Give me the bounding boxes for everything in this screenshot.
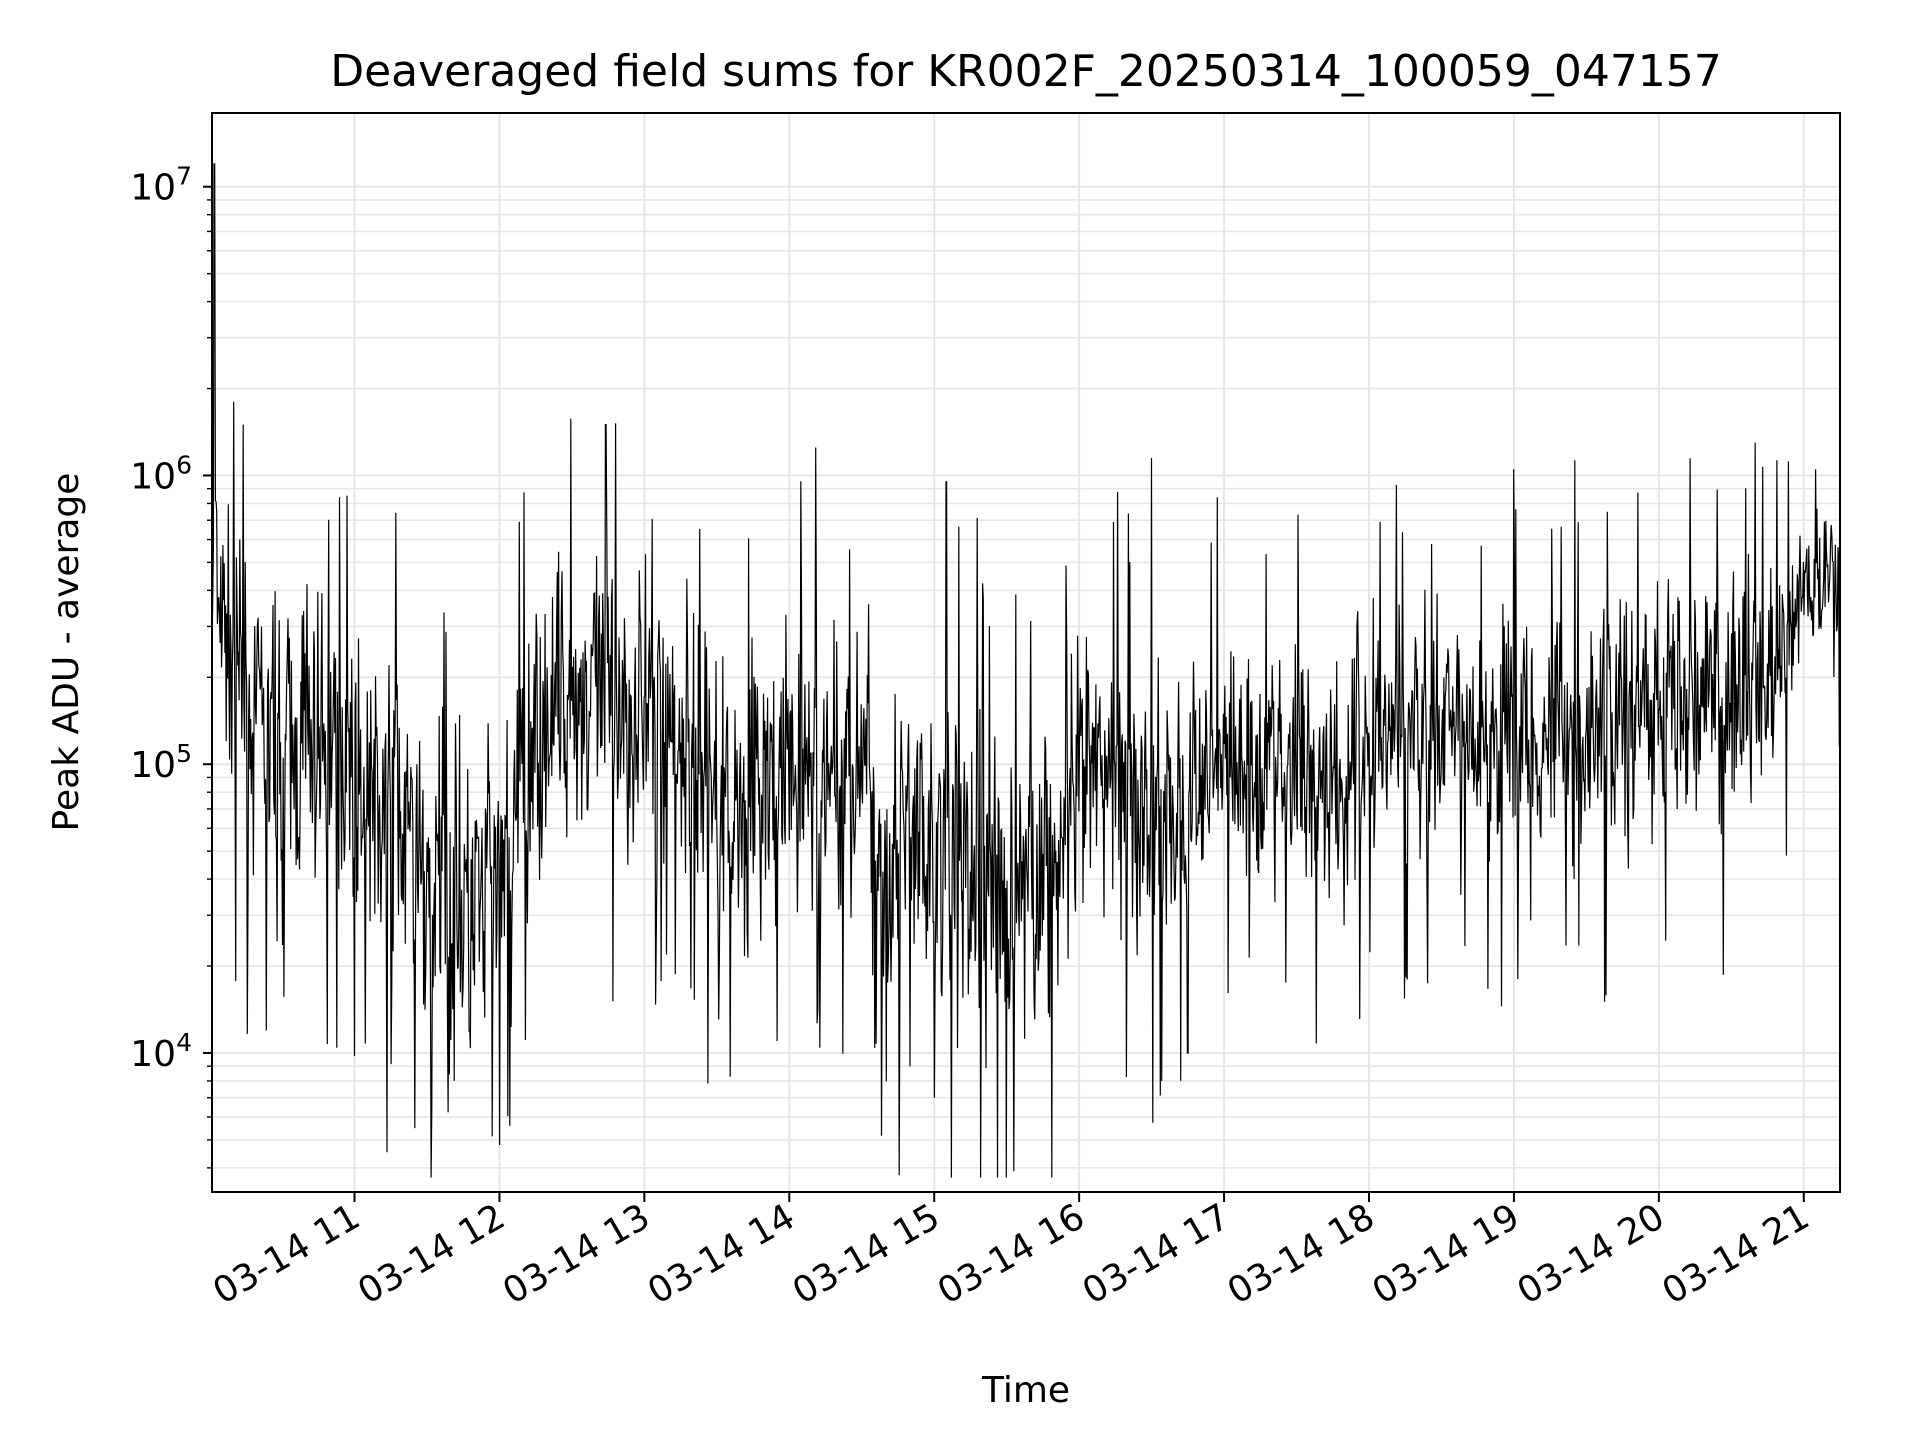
y-tick-label: 104	[130, 1028, 192, 1075]
y-tick-label: 105	[130, 739, 192, 786]
plot-frame	[211, 112, 1841, 1193]
x-axis-label: Time	[981, 1370, 1070, 1411]
chart-title: Deaveraged field sums for KR002F_2025031…	[330, 46, 1722, 97]
plot-area	[212, 113, 1840, 1192]
y-tick-label: 106	[130, 450, 192, 497]
data-series	[211, 163, 1841, 1178]
series-line	[211, 163, 1841, 1178]
y-axis-label: Peak ADU - average	[46, 473, 87, 832]
y-tick-label: 107	[130, 162, 192, 209]
